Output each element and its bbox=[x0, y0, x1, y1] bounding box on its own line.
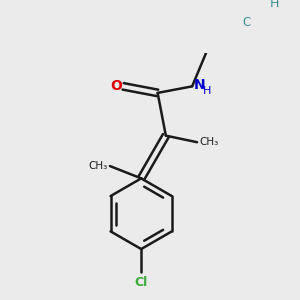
Text: C: C bbox=[242, 16, 250, 29]
Text: CH₃: CH₃ bbox=[88, 161, 107, 171]
Text: Cl: Cl bbox=[135, 276, 148, 289]
Text: H: H bbox=[203, 86, 211, 96]
Text: O: O bbox=[111, 79, 122, 93]
Text: CH₃: CH₃ bbox=[200, 137, 219, 147]
Text: N: N bbox=[194, 78, 206, 92]
Text: H: H bbox=[269, 0, 279, 10]
